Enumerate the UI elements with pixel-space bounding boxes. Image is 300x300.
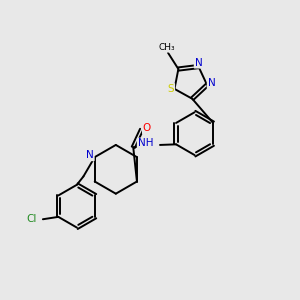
Text: N: N bbox=[208, 78, 215, 88]
Text: NH: NH bbox=[138, 139, 153, 148]
Text: S: S bbox=[168, 84, 174, 94]
Text: O: O bbox=[143, 123, 151, 133]
Text: N: N bbox=[86, 150, 94, 161]
Text: CH₃: CH₃ bbox=[158, 43, 175, 52]
Text: Cl: Cl bbox=[27, 214, 37, 224]
Text: N: N bbox=[195, 58, 203, 68]
